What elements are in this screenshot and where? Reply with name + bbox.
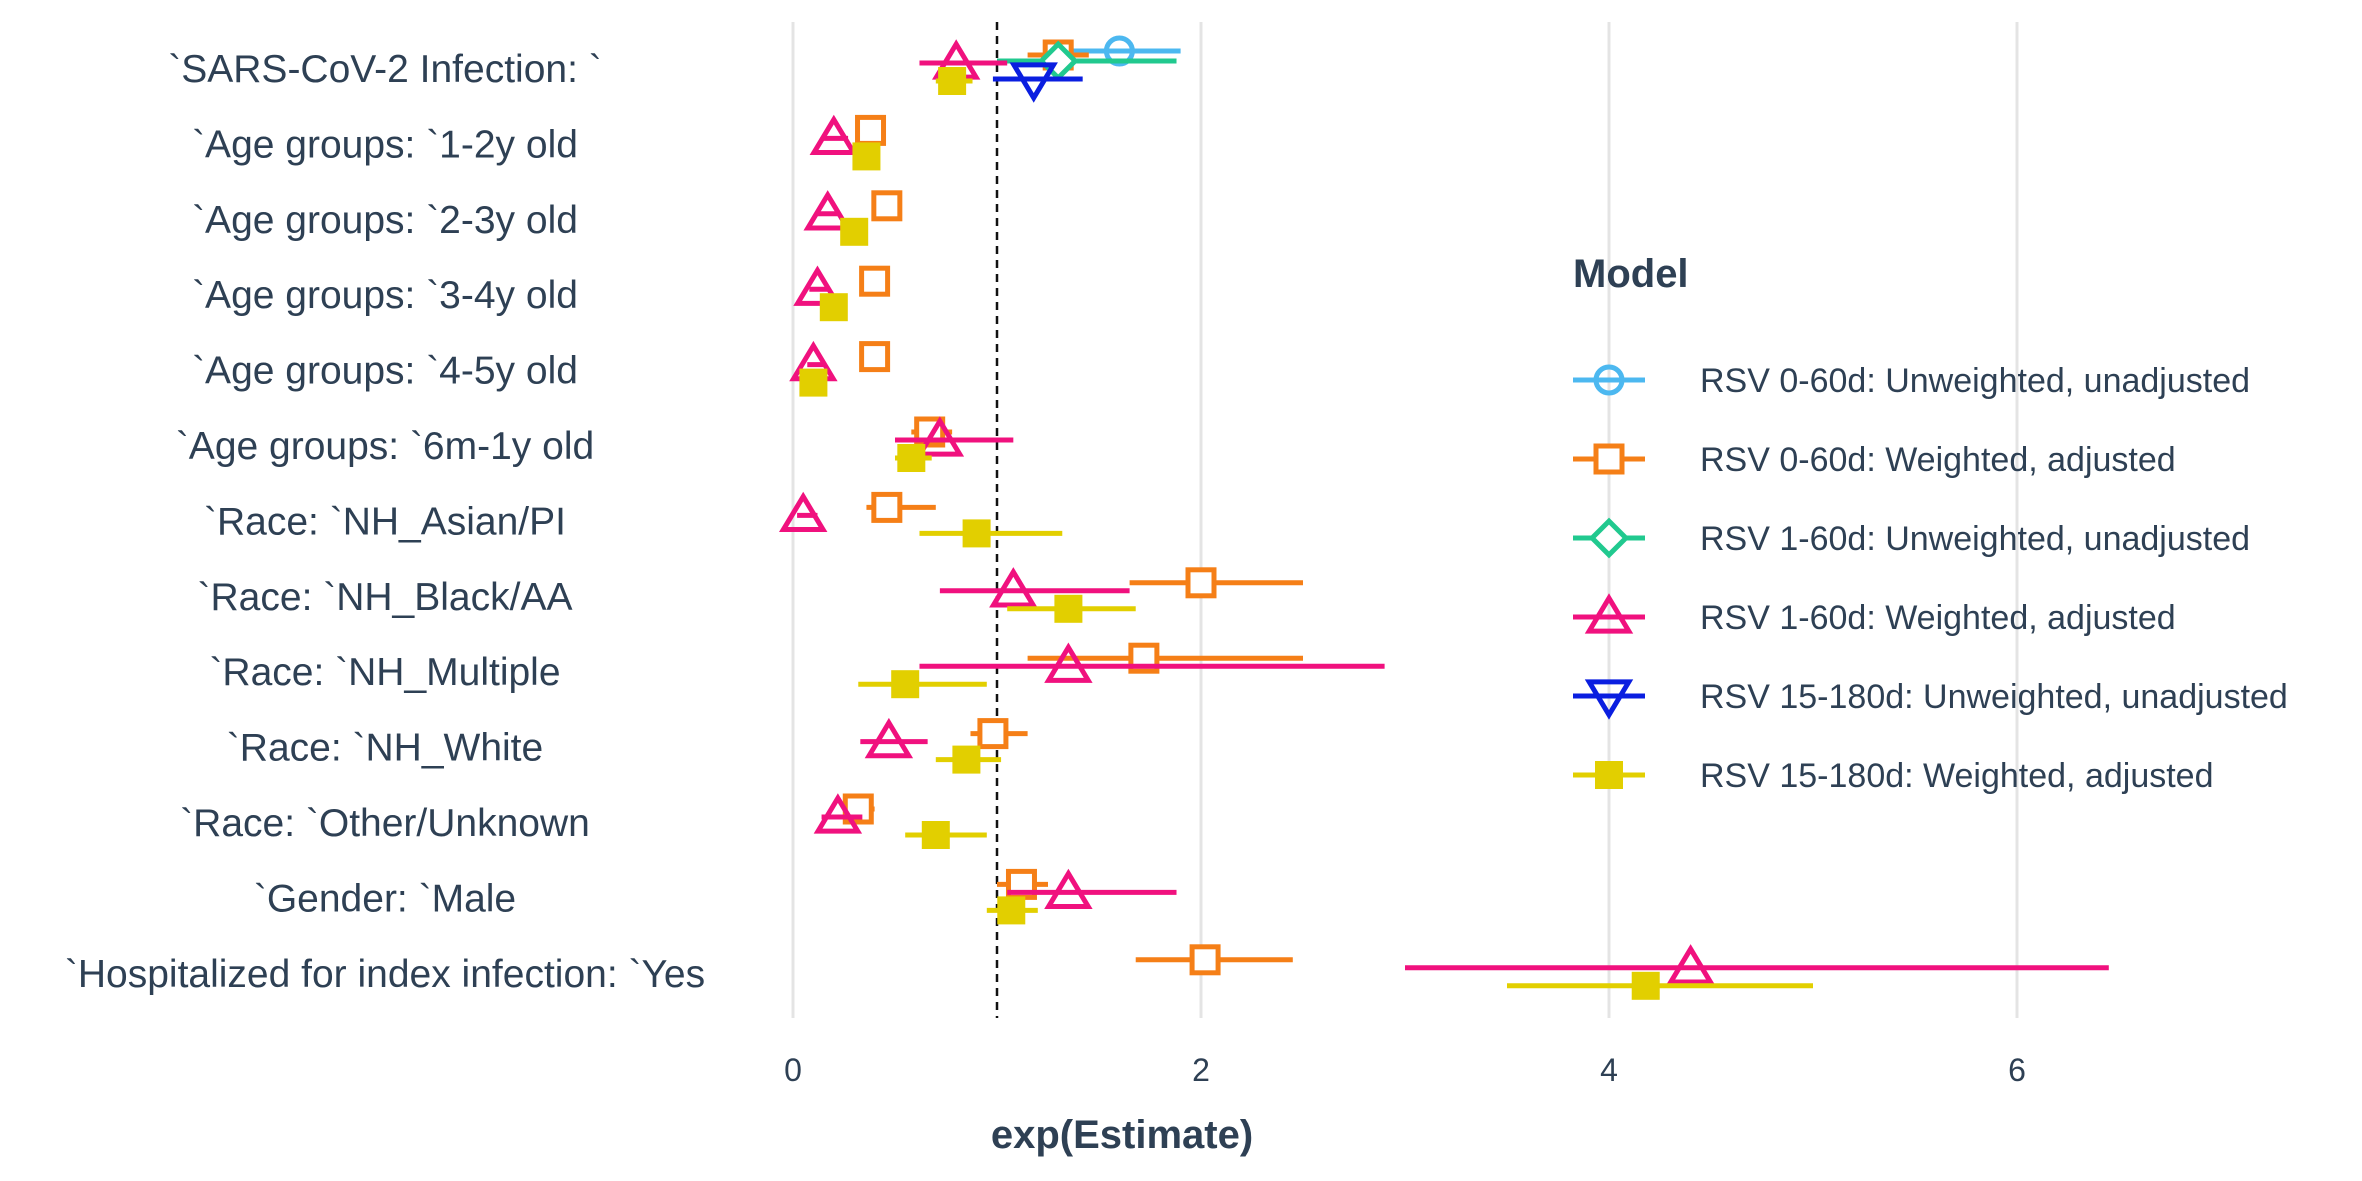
series-3 (778, 39, 2109, 985)
data-point (819, 293, 848, 322)
data-point (813, 793, 863, 834)
x-axis-title: exp(Estimate) (991, 1113, 1253, 1157)
x-tick-label: 4 (1600, 1052, 1618, 1088)
y-category-label: `Race: `NH_Multiple (209, 651, 560, 694)
y-category-label: `Hospitalized for index infection: `Yes (65, 953, 705, 996)
data-point (864, 717, 914, 759)
y-category-label: `SARS-CoV-2 Infection: ` (168, 48, 602, 91)
data-point (852, 142, 881, 171)
data-point (921, 821, 950, 849)
legend-entry-label: RSV 0-60d: Unweighted, unadjusted (1700, 362, 2250, 400)
legend-entry-label: RSV 15-180d: Weighted, adjusted (1700, 757, 2214, 795)
y-category-label: `Gender: `Male (254, 877, 516, 920)
data-point (778, 491, 828, 533)
y-category-label: `Age groups: `3-4y old (192, 274, 578, 317)
series-marks (778, 35, 2109, 1000)
data-point (938, 67, 967, 95)
y-category-label: `Age groups: `6m-1y old (176, 425, 594, 468)
y-category-label: `Race: `NH_Asian/PI (204, 500, 566, 543)
data-point (1054, 594, 1083, 623)
data-point (897, 444, 926, 472)
data-point (1631, 971, 1660, 1000)
data-point (1666, 944, 1715, 985)
data-point (1185, 567, 1217, 599)
legend-entry-label: RSV 15-180d: Unweighted, unadjusted (1700, 678, 2288, 716)
data-point (997, 896, 1026, 925)
x-tick-label: 2 (1192, 1052, 1210, 1088)
series-5 (799, 67, 1813, 1000)
y-category-label: `Race: `NH_White (227, 727, 543, 770)
data-point (977, 718, 1009, 750)
legend-entry-label: RSV 0-60d: Weighted, adjusted (1700, 441, 2176, 479)
data-point (855, 114, 887, 146)
data-point (891, 670, 920, 699)
y-category-label: `Age groups: `1-2y old (192, 123, 578, 166)
data-point (952, 745, 981, 774)
data-point (915, 416, 965, 457)
data-point (1593, 364, 1625, 396)
data-point (1009, 62, 1058, 103)
data-point (1595, 761, 1623, 789)
series-0 (1068, 35, 1181, 67)
legend-title: Model (1573, 252, 1689, 296)
data-point (871, 190, 903, 222)
data-point (1593, 443, 1625, 475)
data-point (1584, 679, 1634, 720)
x-tick-label: 0 (784, 1052, 802, 1088)
legend: Model RSV 0-60d: Unweighted, unadjusted R… (1573, 252, 2288, 795)
y-category-label: `Race: `Other/Unknown (180, 802, 590, 845)
data-point (859, 265, 891, 297)
data-point (799, 368, 828, 397)
data-point (793, 265, 842, 306)
data-point (1588, 517, 1630, 559)
y-category-label: `Age groups: `4-5y old (192, 350, 578, 393)
x-axis-ticks: 0 2 4 6 (784, 1052, 2026, 1088)
data-point (1044, 868, 1093, 910)
data-point (840, 217, 869, 246)
data-point (803, 190, 852, 231)
data-point (809, 114, 859, 156)
legend-entry-label: RSV 1-60d: Unweighted, unadjusted (1700, 520, 2250, 558)
data-point (962, 519, 991, 548)
data-point (1103, 35, 1135, 67)
data-point (1584, 593, 1634, 634)
y-category-label: `Race: `NH_Black/AA (198, 576, 573, 619)
data-point (1189, 944, 1221, 976)
data-point (1044, 642, 1093, 683)
data-point (871, 491, 903, 523)
data-point (989, 567, 1038, 608)
data-point (859, 341, 891, 373)
legend-entry-label: RSV 1-60d: Weighted, adjusted (1700, 599, 2176, 637)
x-tick-label: 6 (2008, 1052, 2026, 1088)
series-4 (992, 62, 1083, 103)
y-axis-labels: `SARS-CoV-2 Infection: ` `Age groups: `1-… (65, 48, 705, 996)
y-category-label: `Age groups: `2-3y old (192, 199, 578, 242)
